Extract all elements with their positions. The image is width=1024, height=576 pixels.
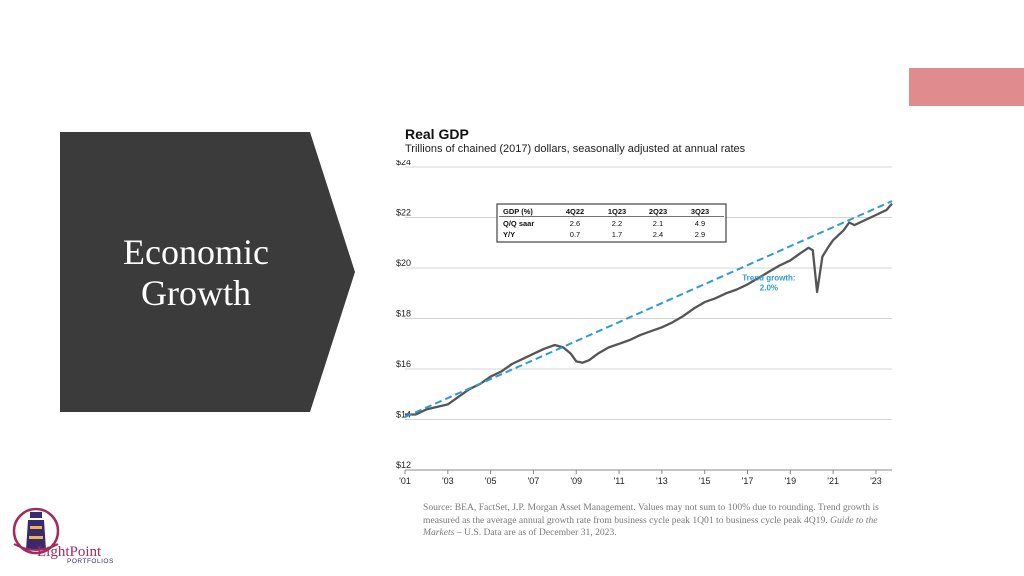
x-tick-label: '17 [742,476,754,486]
x-tick-label: '01 [399,476,411,486]
x-tick-label: '23 [870,476,882,486]
table-cell: 2.9 [695,230,705,239]
gdp-chart: $12 $14 $16 $18 $20 $22 $24 '01 '03 '05 '07 '09 '11 '… [396,160,893,486]
table-border [496,203,727,243]
gdp-series-line [405,202,893,416]
source-text: Source: BEA, FactSet, J.P. Morgan Asset … [423,502,879,526]
annotation-layer: Trend growth:2.0% [742,274,795,293]
grid-layer [405,166,892,471]
trend-series-line [404,200,893,418]
table-cell: 2.1 [653,219,663,228]
x-tick-label: '21 [827,476,839,486]
source-note: Source: BEA, FactSet, J.P. Morgan Asset … [423,502,903,540]
source-italic: Guide to the Markets [423,514,878,539]
x-tick-label: '19 [784,476,796,486]
accent-bar [909,68,1024,106]
section-chevron [60,132,355,412]
section-title-line1: Economic [123,232,269,272]
table-cell: 2.6 [570,219,580,228]
x-tick-label: '07 [528,476,540,486]
x-tick-label: '11 [614,476,625,486]
table-cell: 4.9 [695,219,705,228]
x-tick-label: '05 [485,476,497,486]
trend-annotation: 2.0% [760,284,778,293]
x-tick-label: '15 [699,476,711,486]
y-tick-label: $18 [396,309,411,319]
y-tick-label: $24 [396,160,411,167]
table-cell: 1.7 [612,230,622,239]
y-tick-label: $14 [396,410,411,420]
data-table: GDP (%) 4Q22 1Q23 2Q23 3Q23 Q/Q saar 2.6 2.2 2.1… [496,203,727,243]
x-tick-label: '13 [656,476,668,486]
lighthouse-icon [12,507,60,555]
y-tick-label: $22 [396,208,411,218]
y-tick-label: $12 [396,460,411,470]
table-cell: 0.7 [570,230,580,239]
trend-annotation: Trend growth: [742,274,795,283]
axis-layer: $12 $14 $16 $18 $20 $22 $24 '01 '03 '05 '07 '09 '11 '… [396,160,882,486]
table-cell: Q/Q saar [503,219,534,228]
table-cell: 2.2 [612,219,622,228]
table-header-cell: 3Q23 [691,207,709,216]
table-header-cell: 1Q23 [608,207,626,216]
table-header-cell: GDP (%) [503,207,533,216]
logo-subtitle: PORTFOLIOS [67,558,114,565]
section-title: Economic Growth [60,232,332,314]
table-header-cell: 2Q23 [649,207,667,216]
chart-subtitle: Trillions of chained (2017) dollars, sea… [405,143,746,155]
logo-name: LightPoint [37,544,102,560]
series-layer [404,200,893,418]
table-cell: Y/Y [503,230,515,239]
section-title-line2: Growth [141,273,251,313]
y-tick-label: $16 [396,359,411,369]
x-tick-label: '03 [442,476,454,486]
source-text-end: – U.S. Data are as of December 31, 2023. [454,527,617,538]
chart-title: Real GDP [405,126,469,142]
table-header-cell: 4Q22 [566,207,584,216]
x-tick-label: '09 [570,476,582,486]
table-cell: 2.4 [653,230,663,239]
y-tick-label: $20 [396,258,411,268]
